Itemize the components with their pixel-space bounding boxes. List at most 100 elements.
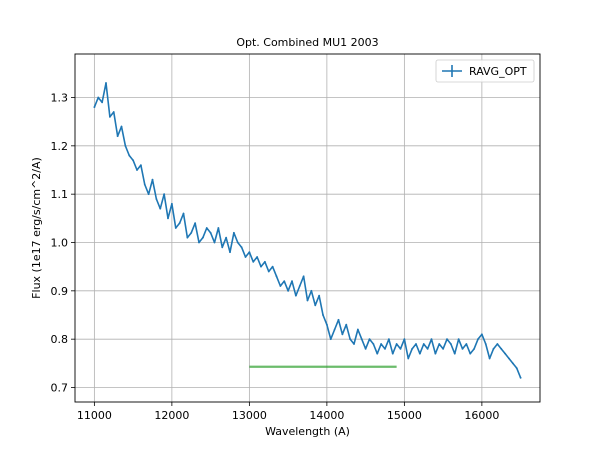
data-point bbox=[496, 343, 499, 345]
data-point bbox=[244, 256, 247, 258]
legend-entry-label: RAVG_OPT bbox=[469, 65, 527, 78]
data-point bbox=[418, 352, 421, 355]
data-point bbox=[198, 241, 200, 244]
data-point bbox=[434, 352, 437, 355]
data-point bbox=[163, 193, 166, 196]
data-point bbox=[349, 338, 352, 341]
data-point bbox=[442, 347, 445, 350]
data-point bbox=[205, 227, 208, 229]
data-point bbox=[325, 323, 328, 326]
data-point bbox=[473, 347, 476, 350]
data-point bbox=[155, 198, 158, 200]
data-point bbox=[124, 144, 127, 147]
data-point bbox=[271, 265, 274, 268]
data-point bbox=[508, 357, 510, 360]
x-tick-label: 13000 bbox=[232, 409, 267, 422]
y-tick-label: 0.9 bbox=[51, 285, 69, 298]
data-point bbox=[263, 260, 266, 263]
y-axis-ticks: 0.7 0.8 0.9 1.0 1.1 1.2 1.3 bbox=[51, 92, 75, 395]
y-tick-label: 1.2 bbox=[51, 140, 69, 153]
data-point bbox=[387, 338, 390, 341]
data-point bbox=[236, 241, 239, 244]
data-point bbox=[360, 338, 363, 341]
data-point bbox=[291, 280, 293, 283]
data-point bbox=[108, 115, 111, 118]
data-point bbox=[275, 275, 278, 278]
chart-title: Opt. Combined MU1 2003 bbox=[236, 36, 378, 49]
data-point bbox=[170, 202, 173, 205]
data-point bbox=[391, 352, 394, 355]
y-tick-label: 1.3 bbox=[51, 92, 69, 105]
data-point bbox=[267, 270, 270, 273]
data-point bbox=[143, 183, 146, 186]
data-point bbox=[376, 352, 379, 355]
data-point bbox=[93, 106, 96, 109]
data-point bbox=[399, 347, 402, 350]
data-point bbox=[356, 328, 359, 331]
data-point bbox=[449, 343, 452, 345]
data-point bbox=[333, 328, 336, 331]
data-point bbox=[260, 265, 262, 268]
data-point bbox=[415, 343, 417, 345]
data-point bbox=[306, 299, 309, 302]
data-point bbox=[411, 347, 414, 350]
data-point bbox=[438, 343, 441, 345]
data-point bbox=[500, 347, 503, 350]
data-point bbox=[322, 314, 324, 316]
data-point bbox=[174, 227, 177, 229]
x-tick-label: 12000 bbox=[154, 409, 189, 422]
y-axis-label: Flux (1e17 erg/s/cm^2/A) bbox=[30, 157, 43, 299]
plot-frame bbox=[74, 53, 541, 403]
legend: RAVG_OPT bbox=[435, 59, 535, 83]
data-point bbox=[337, 318, 340, 321]
y-tick-label: 1.0 bbox=[51, 237, 69, 250]
data-point bbox=[194, 222, 197, 225]
data-point bbox=[422, 343, 425, 345]
data-point bbox=[221, 246, 224, 249]
data-point bbox=[329, 338, 332, 341]
series-layer bbox=[93, 82, 522, 379]
data-point bbox=[252, 260, 255, 263]
data-point bbox=[384, 347, 386, 350]
data-point bbox=[511, 362, 514, 365]
x-tick-label: 16000 bbox=[464, 409, 499, 422]
data-point bbox=[120, 125, 123, 128]
y-tick-label: 1.1 bbox=[51, 188, 69, 201]
data-point bbox=[105, 82, 107, 84]
data-point bbox=[190, 231, 193, 234]
data-point bbox=[283, 280, 286, 283]
data-point bbox=[128, 154, 131, 157]
x-tick-label: 15000 bbox=[387, 409, 422, 422]
data-point bbox=[182, 212, 185, 215]
data-point bbox=[492, 347, 495, 350]
data-point bbox=[159, 207, 162, 210]
data-point bbox=[314, 304, 317, 307]
data-point bbox=[298, 285, 301, 287]
data-point bbox=[368, 338, 371, 341]
grid bbox=[75, 54, 540, 402]
data-point bbox=[256, 256, 259, 258]
data-point bbox=[395, 343, 398, 345]
data-point bbox=[465, 343, 468, 345]
data-point bbox=[504, 352, 507, 355]
data-point bbox=[453, 352, 456, 355]
data-point bbox=[116, 135, 119, 138]
data-point bbox=[279, 285, 282, 287]
x-tick-label: 14000 bbox=[309, 409, 344, 422]
data-point bbox=[248, 251, 251, 254]
y-tick-label: 0.8 bbox=[51, 333, 69, 346]
data-point bbox=[151, 178, 154, 181]
data-point bbox=[178, 222, 181, 225]
data-point bbox=[101, 101, 104, 104]
y-tick-label: 0.7 bbox=[51, 382, 69, 395]
data-point bbox=[469, 352, 472, 355]
data-point bbox=[446, 338, 448, 341]
data-point bbox=[240, 246, 243, 249]
data-point bbox=[229, 251, 231, 254]
x-tick-label: 11000 bbox=[77, 409, 112, 422]
data-point bbox=[515, 367, 518, 370]
data-point bbox=[457, 338, 460, 341]
data-point bbox=[132, 159, 135, 162]
